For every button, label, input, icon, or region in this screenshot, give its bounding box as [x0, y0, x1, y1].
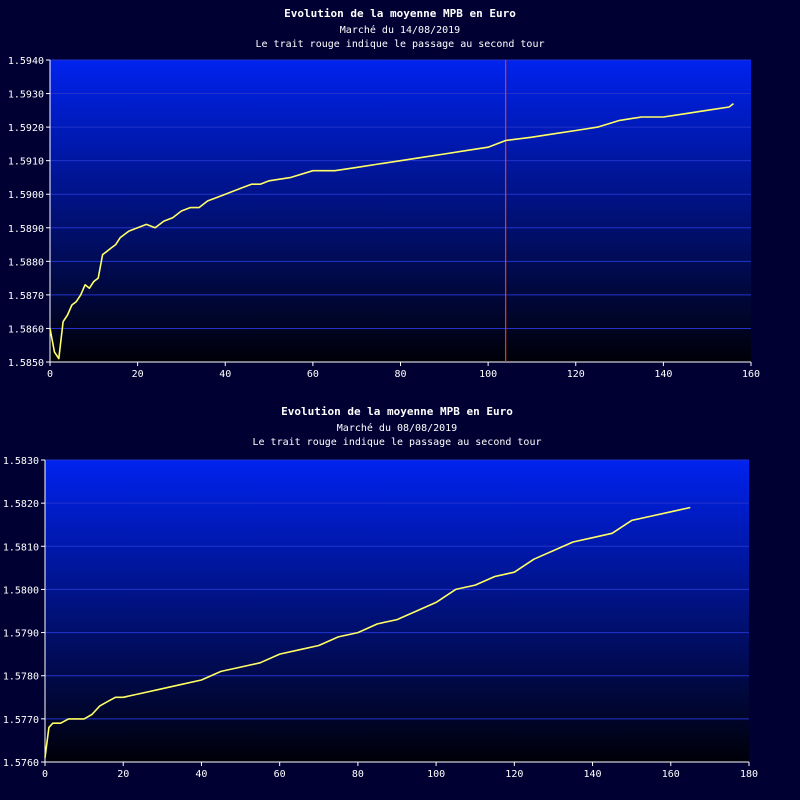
- chart-top: Evolution de la moyenne MPB en Euro Marc…: [8, 7, 760, 380]
- chart-panel-top: Evolution de la moyenne MPB en Euro Marc…: [7, 7, 761, 380]
- y-tick-label: 1.5810: [3, 542, 39, 553]
- x-tick-label: 20: [117, 769, 129, 780]
- plot-area: [45, 460, 749, 762]
- x-tick-label: 0: [47, 369, 53, 380]
- chart-title: Evolution de la moyenne MPB en Euro: [284, 7, 516, 20]
- y-tick-label: 1.5790: [3, 629, 39, 640]
- y-tick-label: 1.5760: [3, 758, 39, 769]
- x-tick-label: 180: [740, 769, 758, 780]
- y-tick-label: 1.5770: [3, 715, 39, 726]
- x-tick-label: 40: [219, 369, 231, 380]
- chart-title: Evolution de la moyenne MPB en Euro: [281, 405, 513, 418]
- x-tick-label: 20: [132, 369, 144, 380]
- x-tick-label: 80: [352, 769, 364, 780]
- y-tick-label: 1.5850: [8, 358, 44, 369]
- series-line: [44, 506, 691, 758]
- series-line: [49, 102, 734, 360]
- x-tick-label: 120: [567, 369, 585, 380]
- y-tick-label: 1.5920: [8, 123, 44, 134]
- x-tick-label: 100: [427, 769, 445, 780]
- plot-area: [50, 60, 751, 362]
- x-tick-label: 140: [654, 369, 672, 380]
- chart-subtitle-note: Le trait rouge indique le passage au sec…: [256, 39, 545, 50]
- y-tick-label: 1.5780: [3, 672, 39, 683]
- y-tick-label: 1.5800: [3, 585, 39, 596]
- chart-bottom: Evolution de la moyenne MPB en Euro Marc…: [3, 405, 758, 780]
- y-tick-label: 1.5900: [8, 190, 44, 201]
- chart-panel-bottom: Evolution de la moyenne MPB en Euro Marc…: [0, 400, 800, 800]
- y-tick-label: 1.5940: [8, 56, 44, 67]
- x-tick-label: 60: [307, 369, 319, 380]
- x-tick-label: 40: [195, 769, 207, 780]
- y-tick-label: 1.5910: [8, 157, 44, 168]
- x-tick-label: 0: [42, 769, 48, 780]
- y-tick-label: 1.5880: [8, 257, 44, 268]
- x-tick-label: 140: [584, 769, 602, 780]
- y-tick-label: 1.5860: [8, 324, 44, 335]
- x-tick-label: 160: [662, 769, 680, 780]
- y-tick-label: 1.5830: [3, 456, 39, 467]
- chart-subtitle-note: Le trait rouge indique le passage au sec…: [253, 437, 542, 448]
- y-tick-label: 1.5930: [8, 90, 44, 101]
- x-tick-label: 160: [742, 369, 760, 380]
- chart-subtitle-date: Marché du 08/08/2019: [337, 422, 457, 434]
- x-tick-label: 60: [274, 769, 286, 780]
- chart-subtitle-date: Marché du 14/08/2019: [340, 24, 460, 36]
- y-tick-label: 1.5890: [8, 224, 44, 235]
- x-tick-label: 80: [394, 369, 406, 380]
- x-tick-label: 100: [479, 369, 497, 380]
- y-tick-label: 1.5820: [3, 499, 39, 510]
- x-tick-label: 120: [505, 769, 523, 780]
- y-tick-label: 1.5870: [8, 291, 44, 302]
